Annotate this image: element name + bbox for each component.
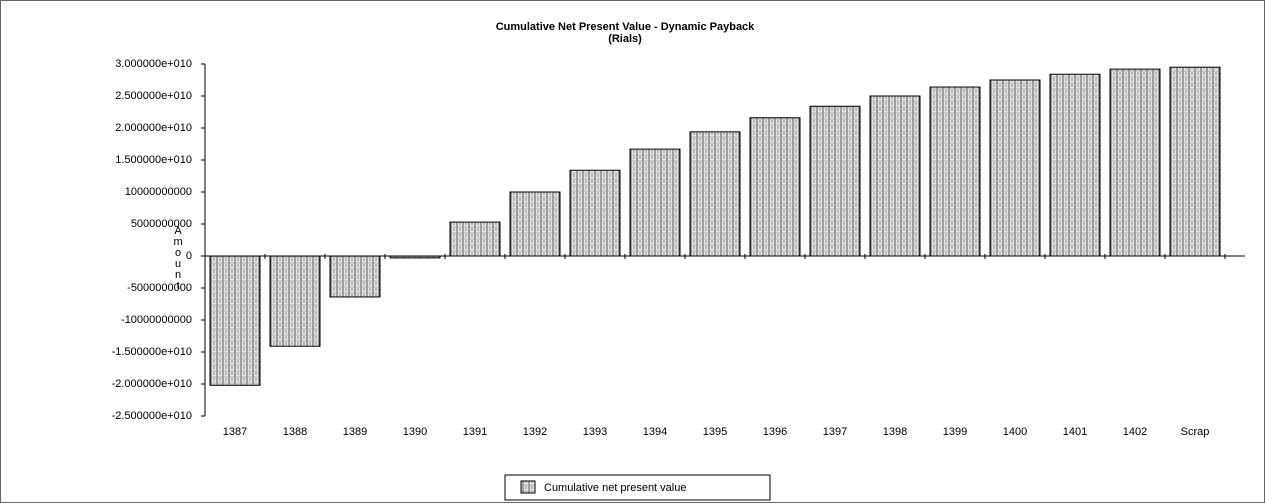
x-tick-label: 1400 bbox=[1003, 426, 1027, 438]
chart-subtitle: (Rials) bbox=[608, 33, 642, 45]
y-tick-label: 2.000000e+010 bbox=[115, 122, 192, 134]
y-tick-label: 5000000000 bbox=[131, 218, 192, 230]
bar bbox=[329, 255, 381, 298]
x-tick-label: 1390 bbox=[403, 426, 427, 438]
y-tick-label: -1.500000e+010 bbox=[112, 346, 192, 358]
x-tick-label: 1398 bbox=[883, 426, 907, 438]
bar bbox=[929, 86, 981, 257]
y-tick-label: -2.500000e+010 bbox=[112, 410, 192, 422]
bar bbox=[269, 255, 321, 347]
x-tick-label: 1393 bbox=[583, 426, 607, 438]
y-tick-label: 10000000000 bbox=[125, 186, 192, 198]
bar bbox=[809, 105, 861, 257]
y-tick-label: -10000000000 bbox=[121, 314, 192, 326]
bar bbox=[869, 95, 921, 257]
bar bbox=[1169, 66, 1221, 257]
legend-box bbox=[504, 474, 771, 501]
bar bbox=[209, 255, 261, 386]
x-tick-label: 1389 bbox=[343, 426, 367, 438]
bar bbox=[689, 131, 741, 257]
x-tick-label: 1387 bbox=[223, 426, 247, 438]
x-tick-label: 1392 bbox=[523, 426, 547, 438]
y-tick-label: 3.000000e+010 bbox=[115, 58, 192, 70]
bar bbox=[389, 255, 441, 259]
x-tick-label: 1397 bbox=[823, 426, 847, 438]
bar bbox=[569, 169, 621, 257]
x-tick-label: 1396 bbox=[763, 426, 787, 438]
legend-swatch bbox=[520, 480, 536, 494]
x-tick-label: 1394 bbox=[643, 426, 667, 438]
y-tick-label: -5000000000 bbox=[127, 282, 192, 294]
x-tick-label: 1402 bbox=[1123, 426, 1147, 438]
x-tick-label: 1395 bbox=[703, 426, 727, 438]
x-tick-label: 1388 bbox=[283, 426, 307, 438]
bar bbox=[509, 191, 561, 257]
x-tick-label: 1391 bbox=[463, 426, 487, 438]
y-tick-label: 0 bbox=[186, 250, 192, 262]
bar bbox=[629, 148, 681, 257]
y-tick-label: -2.000000e+010 bbox=[112, 378, 192, 390]
bar bbox=[1049, 73, 1101, 257]
x-tick-label: Scrap bbox=[1181, 426, 1210, 438]
bar bbox=[989, 79, 1041, 257]
bar bbox=[1109, 68, 1161, 257]
bar bbox=[449, 221, 501, 257]
chart-title: Cumulative Net Present Value - Dynamic P… bbox=[496, 21, 755, 33]
x-tick-label: 1399 bbox=[943, 426, 967, 438]
bar bbox=[749, 117, 801, 257]
y-tick-label: 2.500000e+010 bbox=[115, 90, 192, 102]
y-tick-label: 1.500000e+010 bbox=[115, 154, 192, 166]
x-tick-label: 1401 bbox=[1063, 426, 1087, 438]
y-axis-label: Amount bbox=[172, 225, 184, 291]
legend-label: Cumulative net present value bbox=[544, 482, 686, 494]
